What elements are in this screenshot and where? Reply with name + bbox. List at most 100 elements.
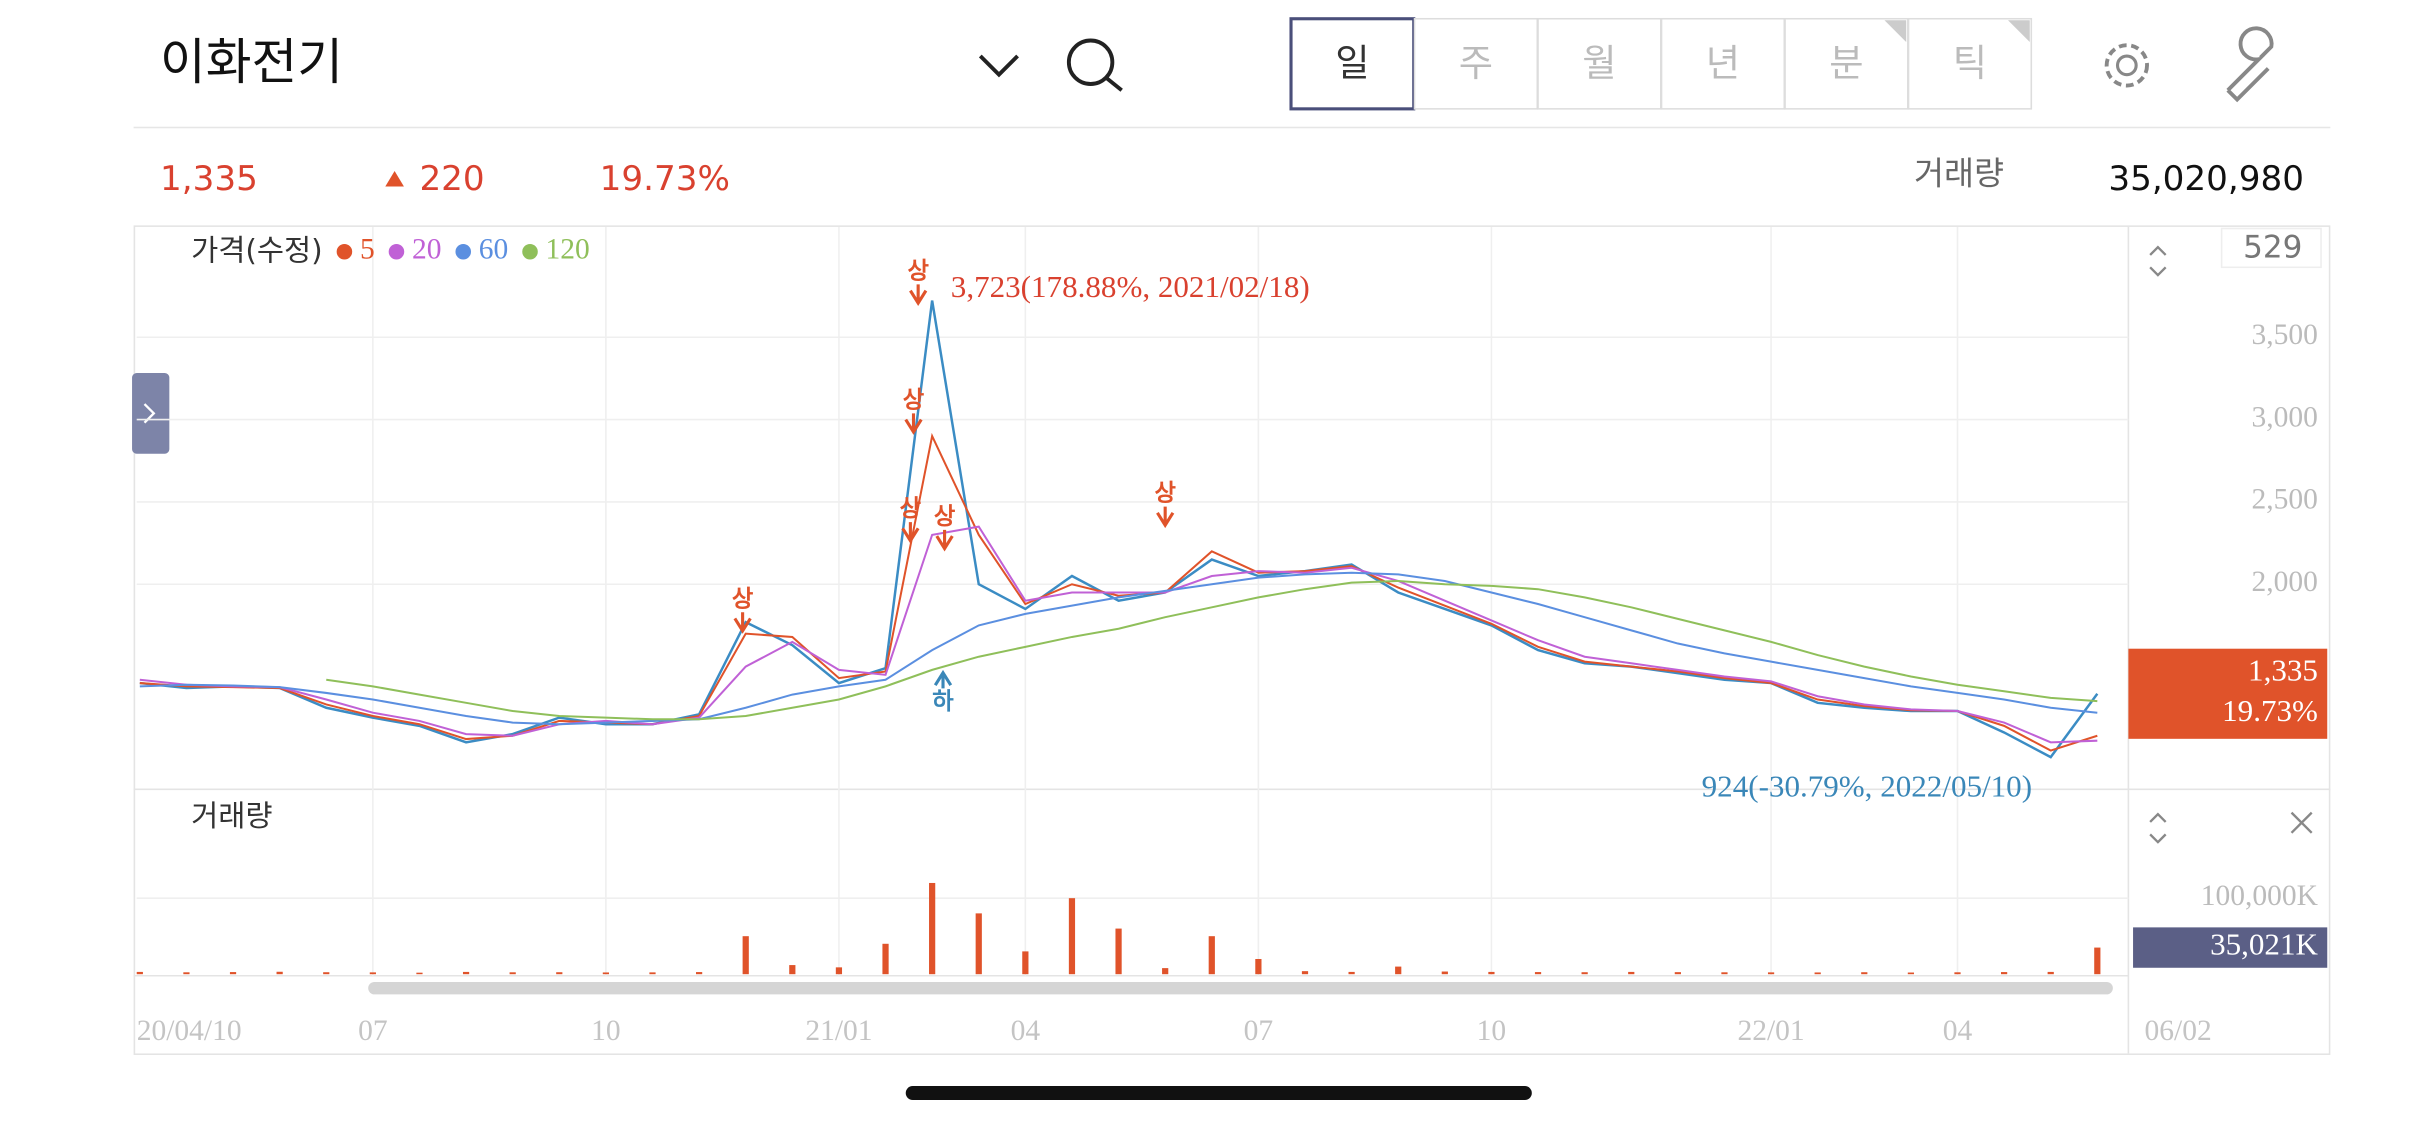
volume-value: 35,020,980 <box>2108 159 2304 199</box>
series-line <box>326 579 2098 721</box>
stock-name: 이화전기 <box>160 33 343 91</box>
signal-arrow <box>901 522 920 544</box>
tab[interactable] <box>1660 17 1786 110</box>
x-tick-label: 04 <box>1011 1015 1041 1047</box>
y-tick-label: 100,000K <box>2201 880 2318 912</box>
volume-bar <box>1907 972 1914 975</box>
volume-bar <box>229 972 237 975</box>
volume-bar <box>416 972 423 975</box>
price: 1,335 <box>160 159 258 199</box>
tab-label[interactable]: 일 <box>1335 41 1369 85</box>
tab[interactable] <box>1784 17 1909 110</box>
legend-label: 60 <box>479 234 508 266</box>
signal-marker: 상 <box>934 503 956 530</box>
legend-label: 5 <box>360 234 375 266</box>
volume-bar <box>1255 958 1262 975</box>
series-line <box>139 525 2098 744</box>
x-tick-label: 20/04/10 <box>137 1015 242 1047</box>
close-icon[interactable] <box>2290 811 2313 834</box>
volume-bar <box>1162 968 1169 975</box>
high-annotation: 3,723(178.88%, 2021/02/18) <box>951 269 1310 304</box>
legend-label: 가격(수정) <box>191 233 323 267</box>
chart-frame <box>133 225 2331 1055</box>
signal-arrow <box>935 529 954 552</box>
tab-label[interactable]: 월 <box>1582 41 1616 85</box>
volume-bar <box>369 972 376 975</box>
series-line <box>139 300 2099 759</box>
volume-bar <box>1721 972 1728 975</box>
volume-bar <box>789 965 796 975</box>
plot: 2,000 2,500 3,000 3,500 100,000K 20/04/10 07 10… <box>136 226 2328 1047</box>
tab[interactable] <box>1907 17 2033 110</box>
scale-box-value: 529 <box>2243 230 2302 266</box>
volume-bar <box>2047 971 2054 975</box>
volume-bar <box>136 971 143 975</box>
series-line <box>139 571 2098 726</box>
volume-bar <box>835 967 843 975</box>
signal-arrow <box>733 612 752 634</box>
legend-dot <box>455 244 472 260</box>
volume-bar <box>276 971 283 975</box>
tab-label[interactable]: 년 <box>1706 41 1740 85</box>
volume-bar <box>1581 972 1588 975</box>
volume-bar <box>1395 966 1402 975</box>
volume-bar <box>602 972 609 975</box>
volume-bar <box>1628 971 1635 975</box>
volume-bar <box>1767 972 1775 975</box>
home-indicator <box>905 1086 1532 1101</box>
signal-arrow <box>1156 506 1175 529</box>
volume-tag <box>2133 927 2328 968</box>
signal-marker: 상 <box>903 386 925 413</box>
volume-bar <box>2001 972 2008 975</box>
up-arrow <box>385 171 404 187</box>
change: 220 <box>419 159 484 199</box>
volume-bar <box>1861 972 1868 975</box>
volume-panel-title: 거래량 <box>191 799 272 833</box>
legend-dot <box>336 244 353 260</box>
dropdown-icon[interactable] <box>978 54 1019 78</box>
change-rate: 19.73% <box>600 159 730 199</box>
search-icon[interactable] <box>1066 38 1123 92</box>
volume-bar <box>1674 972 1681 975</box>
volume-bar <box>1348 971 1355 975</box>
low-annotation: 924(-30.79%, 2022/05/10) <box>1702 769 2032 804</box>
x-tick-label: 07 <box>358 1015 388 1047</box>
volume-bar <box>1022 951 1029 975</box>
volume-bar <box>1301 971 1309 975</box>
x-tick-label: 07 <box>1244 1015 1274 1047</box>
signal-marker: 상 <box>1154 480 1176 507</box>
volume-bar <box>2094 947 2101 975</box>
settings-icon[interactable] <box>2104 43 2149 88</box>
tab-label[interactable]: 분 <box>1829 41 1863 85</box>
scale-box <box>2220 227 2322 269</box>
legend-label: 120 <box>546 234 590 266</box>
tab-label[interactable]: 주 <box>1459 41 1493 85</box>
volume-bar <box>975 913 982 975</box>
price-tag-value: 1,335 <box>2248 653 2318 688</box>
volume-bar <box>1488 971 1495 975</box>
volume-bar <box>742 936 749 975</box>
tab[interactable] <box>1289 17 1416 111</box>
tab-corner <box>1884 20 1907 43</box>
signal-arrow <box>909 284 928 306</box>
tab-corner <box>2007 20 2030 43</box>
scale-toggle[interactable] <box>2149 245 2167 844</box>
volume-bar <box>556 972 563 975</box>
volume-bar <box>462 971 470 975</box>
volume-bar <box>1441 971 1448 975</box>
tool-icon[interactable] <box>2226 26 2274 103</box>
volume-bar <box>1534 972 1542 975</box>
side-toggle[interactable] <box>132 372 170 454</box>
tab[interactable] <box>1413 17 1539 110</box>
y-tick-label: 2,000 <box>2252 566 2318 598</box>
tab[interactable] <box>1537 17 1662 110</box>
scrollbar[interactable] <box>368 981 2113 995</box>
volume-tag-value: 35,021K <box>2210 927 2318 962</box>
signal-marker: 상 <box>732 585 754 612</box>
volume-bar <box>1115 928 1122 975</box>
tab-label[interactable]: 틱 <box>1953 41 1987 85</box>
x-tick-label: 04 <box>1943 1015 1973 1047</box>
signal-arrow <box>933 669 953 689</box>
x-tick-label: 21/01 <box>805 1015 872 1047</box>
